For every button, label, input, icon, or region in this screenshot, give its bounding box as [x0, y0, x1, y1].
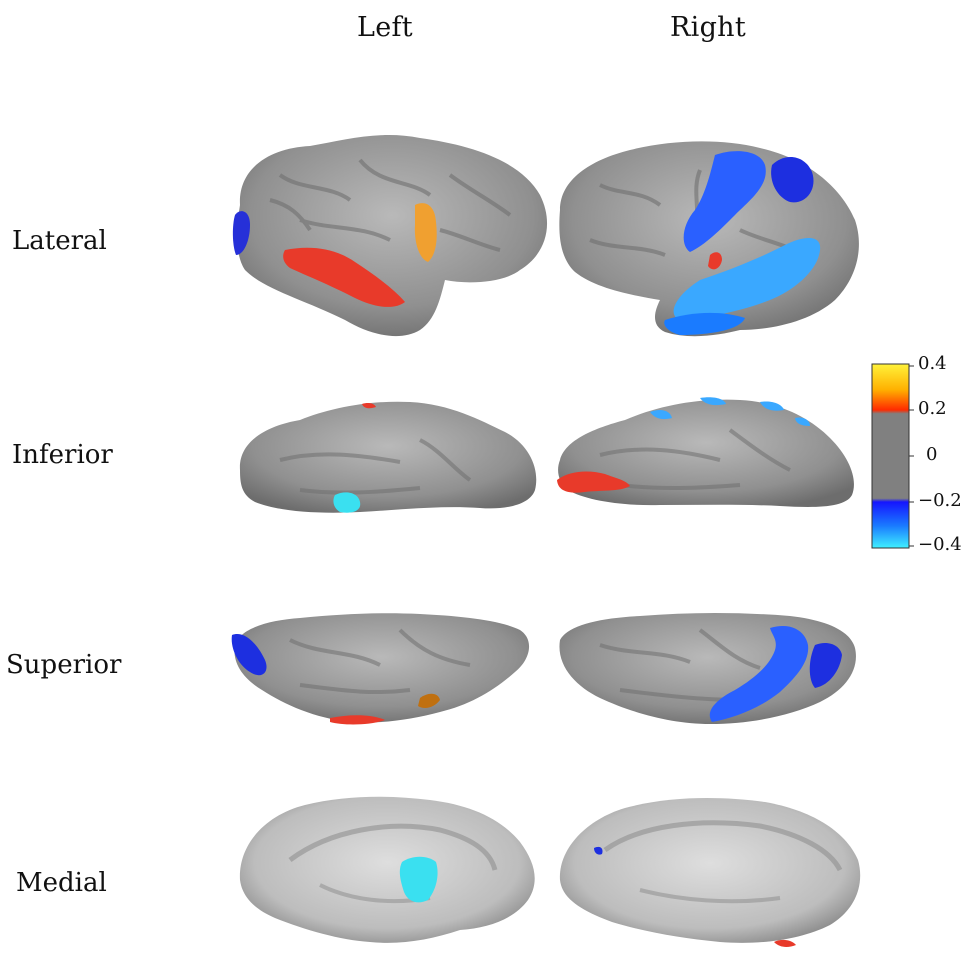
colorbar-tick-4: −0.4	[918, 534, 962, 555]
column-label-left: Left	[357, 12, 413, 43]
colorbar	[871, 363, 914, 549]
column-label-right: Right	[670, 12, 746, 43]
row-label-medial: Medial	[16, 868, 107, 898]
brain-inferior-left	[239, 401, 537, 513]
colorbar-tick-2: 0	[926, 444, 938, 465]
colorbar-tick-3: −0.2	[918, 490, 962, 511]
row-label-lateral: Lateral	[12, 226, 107, 256]
row-label-inferior: Inferior	[12, 440, 113, 470]
colorbar-tick-1: 0.2	[918, 398, 947, 419]
brain-lateral-right	[559, 141, 859, 337]
brain-superior-right	[559, 613, 856, 724]
brain-medial-right	[559, 798, 861, 947]
brain-superior-left	[231, 613, 530, 725]
brain-inferior-right	[557, 397, 854, 507]
brain-lateral-left	[232, 135, 548, 337]
row-label-superior: Superior	[6, 650, 122, 680]
colorbar-gradient	[871, 363, 910, 549]
brain-medial-left	[239, 796, 535, 943]
colorbar-tick-0: 0.4	[918, 353, 947, 374]
